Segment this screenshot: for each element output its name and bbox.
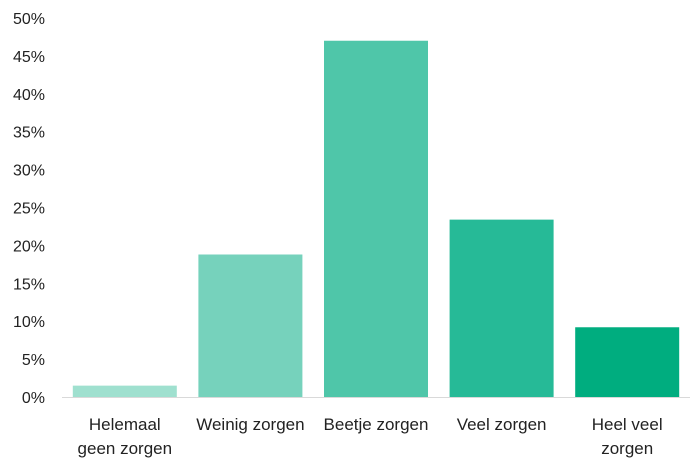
y-tick-label: 40%	[13, 87, 45, 104]
y-tick-label: 45%	[13, 49, 45, 66]
y-tick-label: 20%	[13, 238, 45, 255]
y-tick-label: 25%	[13, 201, 45, 218]
x-tick-label: Veel zorgen	[457, 415, 547, 434]
x-tick-label: Beetje zorgen	[324, 415, 429, 434]
bar	[198, 254, 303, 397]
y-tick-label: 50%	[13, 11, 45, 28]
bar	[449, 219, 554, 397]
y-axis-ticks: 0% 5% 10% 15% 20% 25% 30% 35% 40% 45% 50%	[13, 11, 45, 407]
x-axis-labels: Helemaal geen zorgen Weinig zorgen Beetje z…	[78, 415, 663, 458]
bar	[575, 327, 680, 397]
y-tick-label: 10%	[13, 314, 45, 331]
y-tick-label: 0%	[22, 390, 45, 407]
y-tick-label: 5%	[22, 352, 45, 369]
bar	[72, 385, 177, 397]
x-tick-label: Weinig zorgen	[196, 415, 304, 434]
y-tick-label: 35%	[13, 125, 45, 142]
y-tick-label: 15%	[13, 276, 45, 293]
y-tick-label: 30%	[13, 163, 45, 180]
bars	[72, 40, 680, 398]
x-tick-label: Heel veel zorgen	[592, 415, 663, 458]
bar	[324, 40, 428, 398]
x-tick-label: Helemaal geen zorgen	[78, 415, 173, 458]
